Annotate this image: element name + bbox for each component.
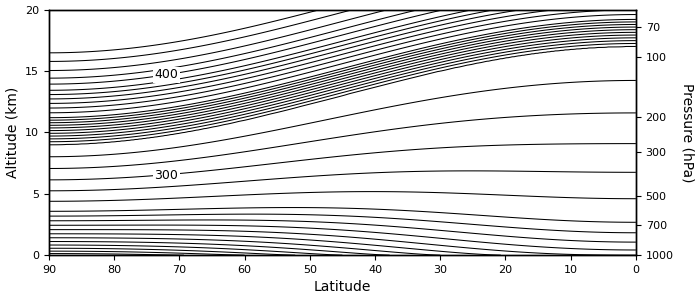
Y-axis label: Altitude (km): Altitude (km) [6, 87, 20, 178]
X-axis label: Latitude: Latitude [314, 280, 371, 294]
Text: 300: 300 [155, 169, 178, 182]
Text: 400: 400 [155, 68, 178, 81]
Y-axis label: Pressure (hPa): Pressure (hPa) [680, 82, 694, 182]
